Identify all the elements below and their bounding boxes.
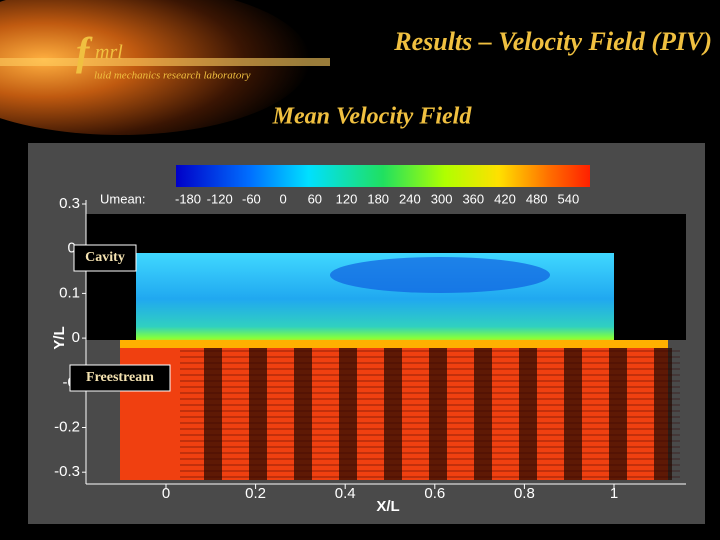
colorbar-tick: 240 <box>399 191 421 206</box>
y-axis-label: Y/L <box>51 326 68 349</box>
colorbar <box>176 165 590 187</box>
annotation-box <box>73 244 137 272</box>
x-axis-label: X/L <box>376 498 399 515</box>
shear-layer <box>120 340 668 350</box>
annotation: Cavity <box>85 250 125 265</box>
title: Results – Velocity Field (PIV) <box>393 27 712 56</box>
x-tick-label: 0.2 <box>245 485 266 502</box>
x-tick-label: 0 <box>162 485 170 502</box>
logo-mark: f <box>76 29 93 74</box>
colorbar-tick: 300 <box>431 191 453 206</box>
colorbar-tick: 360 <box>462 191 484 206</box>
colorbar-tick: 0 <box>279 191 286 206</box>
logo-tagline: luid mechanics research laboratory <box>94 70 251 82</box>
colorbar-tick: 120 <box>336 191 358 206</box>
colorbar-tick: -180 <box>175 191 201 206</box>
y-tick-label: -0.3 <box>54 463 80 480</box>
vortex <box>330 257 550 293</box>
colorbar-tick: 60 <box>308 191 322 206</box>
subtitle: Mean Velocity Field <box>272 104 473 130</box>
colorbar-tick: 540 <box>558 191 580 206</box>
logo-glow <box>0 0 310 135</box>
x-tick-label: 1 <box>610 485 618 502</box>
colorbar-label: Umean: <box>100 191 146 206</box>
y-tick-label: 0.1 <box>59 284 80 301</box>
colorbar-tick: 420 <box>494 191 516 206</box>
logo-letters: mrl <box>95 42 123 64</box>
colorbar-tick: 180 <box>367 191 389 206</box>
colorbar-tick: -60 <box>242 191 261 206</box>
x-tick-label: 0.4 <box>335 485 356 502</box>
y-tick-label: 0 <box>72 329 80 346</box>
annotation-box <box>69 364 171 392</box>
y-tick-label: -0.2 <box>54 418 80 435</box>
x-tick-label: 0.6 <box>424 485 445 502</box>
colorbar-tick: -120 <box>207 191 233 206</box>
velocity-vectors <box>180 348 680 480</box>
annotation: Freestream <box>86 370 154 385</box>
colorbar-tick: 480 <box>526 191 548 206</box>
logo-streak <box>0 58 330 66</box>
x-tick-label: 0.8 <box>514 485 535 502</box>
y-tick-label: 0.3 <box>59 195 80 212</box>
